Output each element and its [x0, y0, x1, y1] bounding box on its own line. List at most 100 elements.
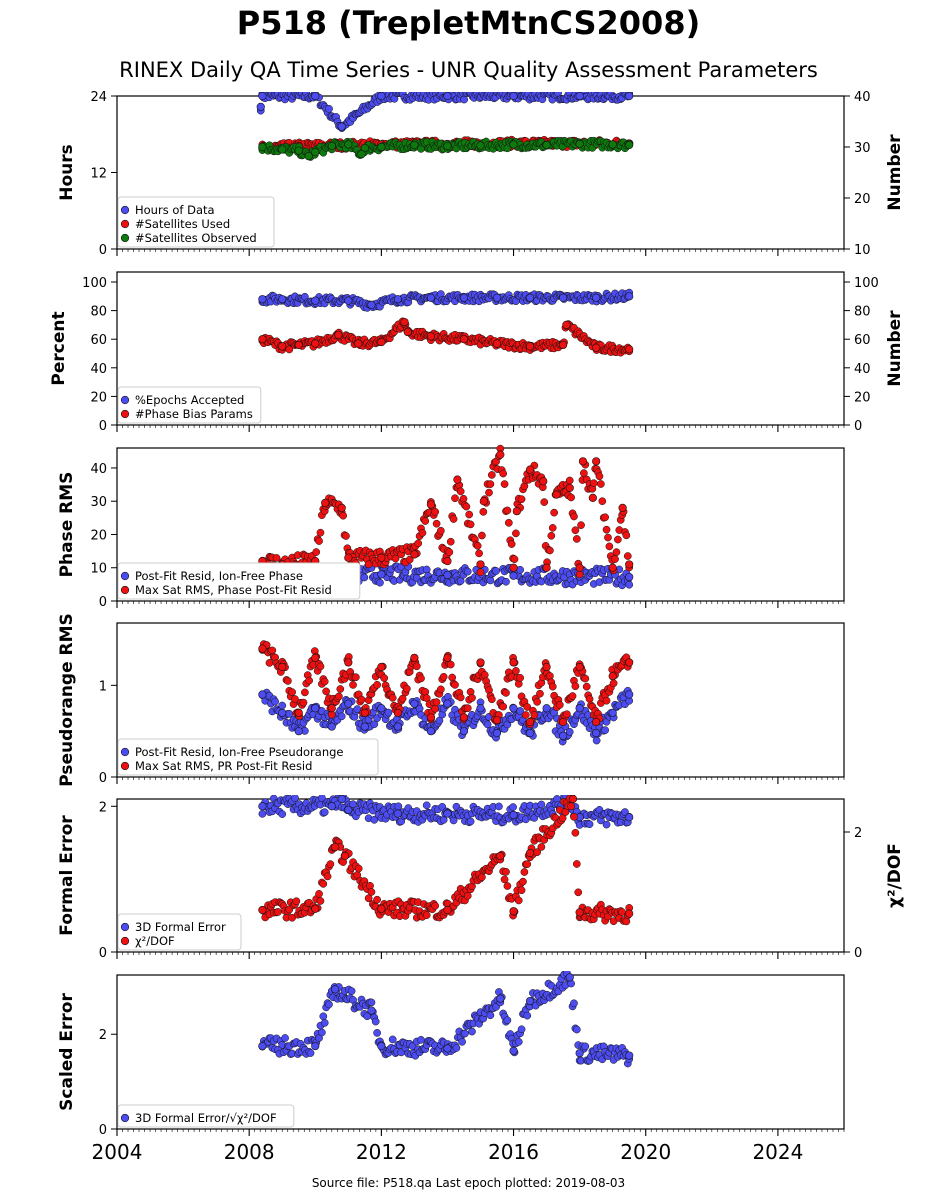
data-point-3d-formal-error-dof [496, 994, 505, 1003]
data-point-max-sat-rms-pr-post-fit-resid [352, 673, 360, 682]
legend-marker [120, 233, 130, 243]
y-right-tick-label: 40 [854, 362, 871, 377]
data-point-max-sat-rms-pr-post-fit-resid [456, 693, 465, 702]
data-point-max-sat-rms-phase-post-fit-resid [618, 503, 627, 512]
data-point-max-sat-rms-phase-post-fit-resid [592, 457, 601, 466]
data-point-phase-bias-params [426, 332, 436, 341]
legend-label: Max Sat RMS, Phase Post-Fit Resid [135, 583, 332, 597]
plot-frame [116, 974, 845, 1130]
data-point-phase-bias-params [278, 342, 287, 351]
y-tick-label: 24 [90, 90, 107, 105]
legend-label: Post-Fit Resid, Ion-Free Phase [135, 569, 303, 583]
data-point-max-sat-rms-phase-post-fit-resid [517, 495, 526, 504]
data-point-max-sat-rms-pr-post-fit-resid [393, 708, 402, 717]
data-point-post-fit-resid-ion-free-pseudorange [360, 722, 369, 731]
data-point-max-sat-rms-pr-post-fit-resid [431, 704, 440, 713]
data-point-max-sat-rms-pr-post-fit-resid [487, 695, 496, 704]
data-point-hours-of-data [337, 122, 346, 131]
data-point-max-sat-rms-pr-post-fit-resid [349, 681, 357, 689]
data-point-max-sat-rms-phase-post-fit-resid [612, 548, 621, 557]
data-point-dof [525, 848, 535, 858]
data-point-satellites-observed [509, 140, 518, 149]
legend-marker [120, 205, 130, 215]
data-point-max-sat-rms-pr-post-fit-resid [284, 677, 292, 685]
legend-marker [120, 571, 130, 581]
data-point-max-sat-rms-phase-post-fit-resid [456, 487, 465, 496]
data-point-3d-formal-error-dof [367, 998, 376, 1007]
y-tick-label: 80 [90, 305, 107, 320]
data-point-max-sat-rms-phase-post-fit-resid [577, 521, 585, 529]
data-point-3d-formal-error-dof [517, 1025, 526, 1034]
data-point-max-sat-rms-phase-post-fit-resid [595, 472, 604, 481]
data-point-max-sat-rms-pr-post-fit-resid [492, 716, 502, 725]
data-point-post-fit-resid-ion-free-pseudorange [559, 731, 568, 740]
legend-label: #Satellites Used [135, 217, 230, 231]
data-point-max-sat-rms-phase-post-fit-resid [571, 526, 580, 535]
data-point-hours-of-data [575, 92, 584, 101]
legend-label: Post-Fit Resid, Ion-Free Pseudorange [135, 745, 343, 759]
data-point-dof [326, 860, 335, 868]
data-point-max-sat-rms-phase-post-fit-resid [414, 539, 423, 548]
data-point-post-fit-resid-ion-free-pseudorange [384, 708, 393, 717]
y-tick-label: 40 [90, 462, 107, 477]
data-point-max-sat-rms-pr-post-fit-resid [608, 672, 617, 681]
data-point-3d-formal-error-dof [625, 1051, 634, 1060]
data-point-max-sat-rms-phase-post-fit-resid [421, 517, 430, 525]
legend-label: 3D Formal Error/√χ²/DOF [135, 1111, 277, 1125]
y-axis-label: Percent [49, 311, 69, 385]
data-point-max-sat-rms-phase-post-fit-resid [512, 529, 520, 538]
y-axis-label: Scaled Error [57, 993, 77, 1111]
data-point-phase-bias-params [285, 345, 294, 354]
data-point-max-sat-rms-phase-post-fit-resid [445, 548, 454, 557]
data-point-max-sat-rms-pr-post-fit-resid [432, 698, 441, 706]
data-point-max-sat-rms-phase-post-fit-resid [426, 500, 436, 509]
data-point-dof [514, 896, 523, 905]
data-point-max-sat-rms-pr-post-fit-resid [463, 704, 472, 713]
data-point-satellites-observed [357, 150, 366, 159]
data-point-phase-bias-params [334, 330, 343, 340]
data-point-max-sat-rms-phase-post-fit-resid [342, 532, 350, 540]
data-point-post-fit-resid-ion-free-phase [492, 567, 500, 575]
data-point-max-sat-rms-phase-post-fit-resid [466, 520, 475, 529]
data-point-epochs-accepted [459, 293, 469, 302]
data-point-max-sat-rms-phase-post-fit-resid [589, 479, 598, 488]
data-point-3d-formal-error [621, 808, 629, 816]
data-point-phase-bias-params [377, 337, 386, 347]
data-point-max-sat-rms-pr-post-fit-resid [563, 710, 571, 719]
data-point-max-sat-rms-phase-post-fit-resid [509, 563, 518, 572]
data-point-max-sat-rms-phase-post-fit-resid [550, 508, 558, 517]
data-point-3d-formal-error [370, 815, 379, 824]
data-point-phase-bias-params [258, 335, 267, 344]
data-point-3d-formal-error-dof [443, 1044, 452, 1053]
data-point-3d-formal-error-dof [525, 996, 535, 1006]
data-point-max-sat-rms-phase-post-fit-resid [487, 471, 496, 479]
data-point-max-sat-rms-phase-post-fit-resid [602, 525, 611, 534]
data-point-dof [292, 897, 301, 906]
y-right-tick-label: 0 [854, 946, 862, 961]
data-point-max-sat-rms-pr-post-fit-resid [521, 711, 530, 719]
data-point-epochs-accepted [426, 293, 436, 302]
data-point-max-sat-rms-pr-post-fit-resid [582, 682, 591, 691]
data-point-3d-formal-error-dof [388, 1035, 397, 1044]
panel-2: 0 20 40 60 80 100 0 20 40 60 80 100 Percent Number %Ep… [49, 271, 905, 434]
legend-marker [120, 761, 130, 771]
data-point-epochs-accepted [525, 293, 535, 302]
x-tick-label: 2008 [224, 1140, 275, 1164]
y-tick-label: 60 [90, 333, 107, 348]
data-point-max-sat-rms-pr-post-fit-resid [443, 653, 452, 662]
data-point-max-sat-rms-phase-post-fit-resid [475, 549, 483, 558]
data-point-max-sat-rms-pr-post-fit-resid [533, 698, 541, 706]
data-point-max-sat-rms-phase-post-fit-resid [418, 529, 427, 537]
legend-marker [120, 747, 130, 757]
data-point-max-sat-rms-pr-post-fit-resid [592, 717, 601, 727]
data-point-satellites-observed [410, 140, 419, 150]
x-tick-label: 2016 [488, 1140, 539, 1164]
data-point-max-sat-rms-phase-post-fit-resid [598, 497, 607, 506]
legend-marker [120, 219, 130, 229]
data-point-3d-formal-error [602, 820, 611, 829]
legend-box [117, 738, 379, 776]
legend-box [117, 386, 262, 424]
data-point-post-fit-resid-ion-free-phase [625, 572, 634, 582]
y-axis-label: Phase RMS [57, 472, 77, 578]
